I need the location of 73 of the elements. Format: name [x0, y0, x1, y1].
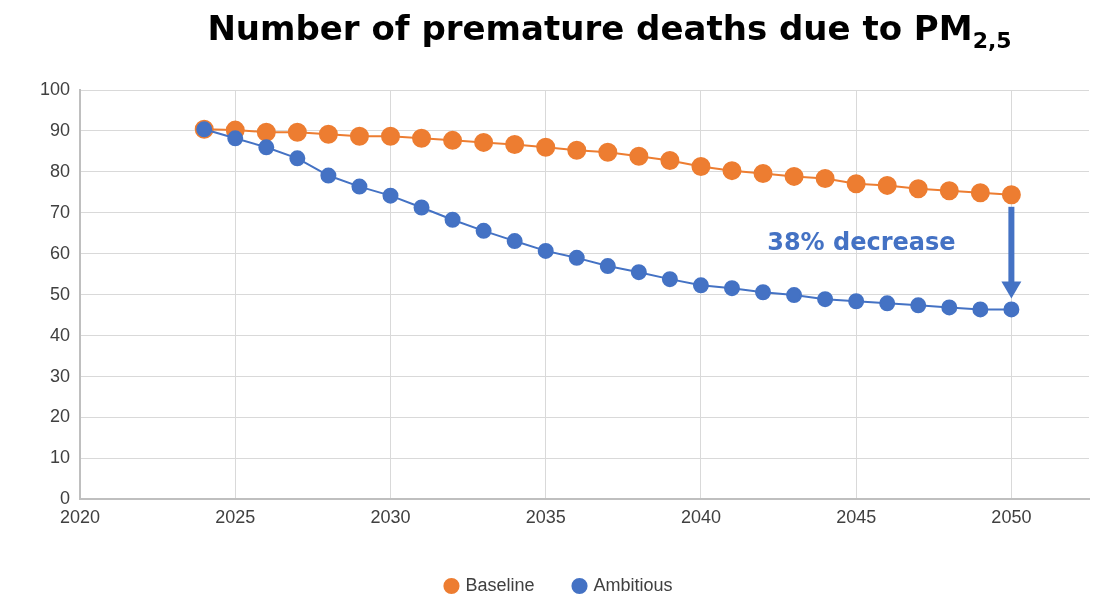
y-tick-label: 30: [50, 365, 71, 386]
point: [817, 291, 834, 308]
point: [970, 183, 990, 203]
point: [660, 150, 680, 170]
point: [723, 280, 740, 297]
point: [351, 178, 368, 195]
point: [320, 167, 337, 184]
x-tick-label: 2030: [370, 507, 411, 528]
point: [939, 181, 959, 201]
y-tick-label: 90: [50, 119, 71, 140]
point: [412, 128, 432, 148]
point: [506, 233, 523, 250]
point: [349, 126, 369, 146]
point: [1001, 185, 1021, 205]
point: [474, 132, 494, 152]
x-tick-label: 2050: [991, 507, 1032, 528]
point: [598, 142, 618, 162]
y-tick-label: 20: [50, 406, 71, 427]
point: [318, 124, 338, 144]
y-tick-label: 10: [50, 447, 71, 468]
point: [380, 126, 400, 146]
point: [568, 249, 585, 266]
point: [536, 137, 556, 157]
point: [599, 258, 616, 275]
point: [848, 293, 865, 310]
x-tick-label: 2045: [836, 507, 877, 528]
point: [755, 284, 772, 301]
point: [908, 179, 928, 199]
point: [879, 295, 896, 312]
point: [475, 222, 492, 239]
y-tick-label: 40: [50, 324, 71, 345]
point: [629, 146, 649, 166]
point: [567, 140, 587, 160]
point: [661, 271, 678, 288]
point: [691, 157, 711, 177]
x-tick-label: 2035: [525, 507, 566, 528]
annotation: 38% decrease: [767, 228, 956, 257]
point: [910, 297, 927, 314]
point: [846, 174, 866, 194]
point: [630, 264, 647, 281]
y-tick-label: 0: [60, 488, 71, 509]
point: [505, 134, 525, 154]
point: [753, 164, 773, 184]
chart-title: Number of premature deaths due to PM$_{2,5}$: [206, 8, 1013, 53]
y-tick-label: 50: [50, 283, 71, 304]
point: [258, 139, 275, 156]
x-tick-label: 2025: [215, 507, 256, 528]
point: [256, 122, 276, 142]
legend-label: Ambitious: [593, 574, 673, 595]
y-tick-label: 70: [50, 201, 71, 222]
x-tick-label: 2040: [680, 507, 721, 528]
point: [1003, 301, 1020, 318]
y-tick-label: 60: [50, 242, 71, 263]
point: [287, 122, 307, 142]
point: [444, 211, 461, 228]
point: [227, 130, 244, 147]
point: [382, 187, 399, 204]
point: [722, 161, 742, 181]
y-tick-label: 100: [39, 78, 71, 99]
x-tick-label: 2020: [60, 507, 101, 528]
point: [413, 199, 430, 216]
point: [972, 301, 989, 318]
legend-label: Baseline: [465, 574, 535, 595]
point: [877, 175, 897, 195]
point: [784, 166, 804, 186]
point: [289, 150, 306, 167]
y-tick-label: 80: [50, 160, 71, 181]
point: [786, 287, 803, 304]
point: [692, 277, 709, 294]
point: [443, 130, 463, 150]
point: [815, 168, 835, 188]
point: [941, 299, 958, 316]
point: [537, 242, 554, 259]
